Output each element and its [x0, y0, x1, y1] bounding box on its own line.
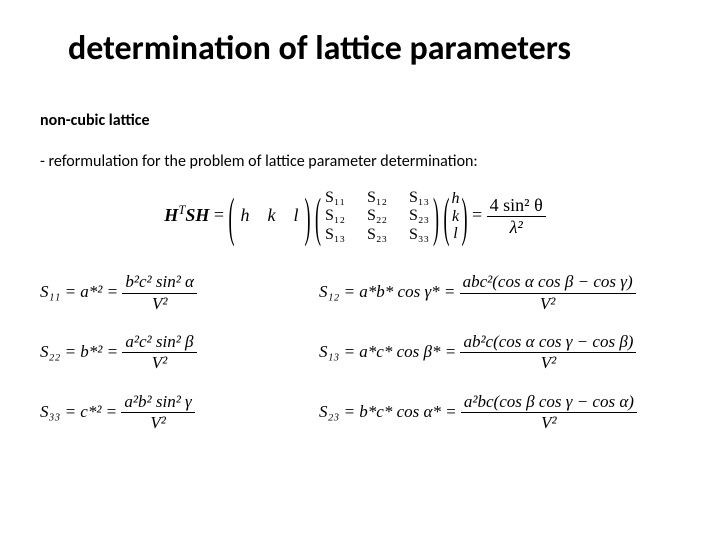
s22-den: V² — [122, 353, 196, 373]
s22-lhs: S₂₂ = b*² = — [40, 342, 118, 361]
s23-den: V² — [461, 413, 637, 433]
m00: S₁₁ — [321, 189, 349, 207]
row-k: k — [268, 205, 276, 225]
m10: S₁₂ — [321, 207, 349, 225]
bullet-item: - reformulation for the problem of latti… — [40, 152, 670, 171]
main-equation: HTSH = (h k l) ( S₁₁S₁₂S₁₃ S₁₂S₂₂S₂₃ S₁₃… — [40, 189, 670, 244]
s12-num: abc²(cos α cos β − cos γ) — [460, 272, 636, 293]
m21: S₂₃ — [363, 226, 391, 244]
S-matrix: S₁₁S₁₂S₁₃ S₁₂S₂₂S₂₃ S₁₃S₂₃S₃₃ — [321, 189, 433, 244]
s12-den: V² — [460, 294, 636, 314]
page-title: determination of lattice parameters — [68, 28, 670, 69]
eq-s13: S₁₃ = a*c* cos β* = ab²c(cos α cos γ − c… — [319, 332, 660, 374]
eq-s23: S₂₃ = b*c* cos α* = a²bc(cos β cos γ − c… — [319, 392, 660, 434]
eq-SH: SH — [185, 205, 209, 225]
col-l: l — [452, 225, 460, 243]
s11-lhs: S₁₁ = a*² = — [40, 282, 118, 301]
s13-lhs: S₁₃ = a*c* cos β* = — [319, 342, 456, 361]
s12-lhs: S₁₂ = a*b* cos γ* = — [319, 282, 455, 301]
s23-num: a²bc(cos β cos γ − cos α) — [461, 392, 637, 413]
eq-s12: S₁₂ = a*b* cos γ* = abc²(cos α cos β − c… — [319, 272, 660, 314]
section-subtitle: non-cubic lattice — [40, 111, 670, 130]
eq-s11: S₁₁ = a*² = b²c² sin² αV² — [40, 272, 288, 314]
rhs-den: λ² — [487, 217, 546, 239]
s33-den: V² — [121, 413, 194, 433]
m12: S₂₃ — [405, 207, 433, 225]
s13-num: ab²c(cos α cos γ − cos β) — [460, 332, 636, 353]
eq-H: H — [164, 205, 178, 225]
eq-row-2: S₂₂ = b*² = a²c² sin² βV² S₁₃ = a*c* cos… — [40, 332, 670, 374]
m01: S₁₂ — [363, 189, 391, 207]
eq-row-3: S₃₃ = c*² = a²b² sin² γV² S₂₃ = b*c* cos… — [40, 392, 670, 434]
s11-den: V² — [122, 294, 197, 314]
row-l: l — [294, 205, 299, 225]
m22: S₃₃ — [405, 226, 433, 244]
s33-num: a²b² sin² γ — [121, 392, 194, 413]
s33-lhs: S₃₃ = c*² = — [40, 402, 117, 421]
col-h: h — [452, 190, 460, 208]
eq-s22: S₂₂ = b*² = a²c² sin² βV² — [40, 332, 288, 374]
eq-s33: S₃₃ = c*² = a²b² sin² γV² — [40, 392, 288, 434]
hkl-col: h k l — [450, 190, 462, 243]
rhs-num: 4 sin² θ — [487, 195, 546, 218]
m02: S₁₃ — [405, 189, 433, 207]
s23-lhs: S₂₃ = b*c* cos α* = — [319, 402, 457, 421]
m20: S₁₃ — [321, 226, 349, 244]
slide-container: determination of lattice parameters non-… — [0, 0, 720, 472]
row-h: h — [241, 205, 250, 225]
s22-num: a²c² sin² β — [122, 332, 196, 353]
rhs-frac: 4 sin² θ λ² — [487, 195, 546, 239]
eq-row-1: S₁₁ = a*² = b²c² sin² αV² S₁₂ = a*b* cos… — [40, 272, 670, 314]
s13-den: V² — [460, 353, 636, 373]
m11: S₂₂ — [363, 207, 391, 225]
col-k: k — [452, 208, 460, 226]
s11-num: b²c² sin² α — [122, 272, 197, 293]
